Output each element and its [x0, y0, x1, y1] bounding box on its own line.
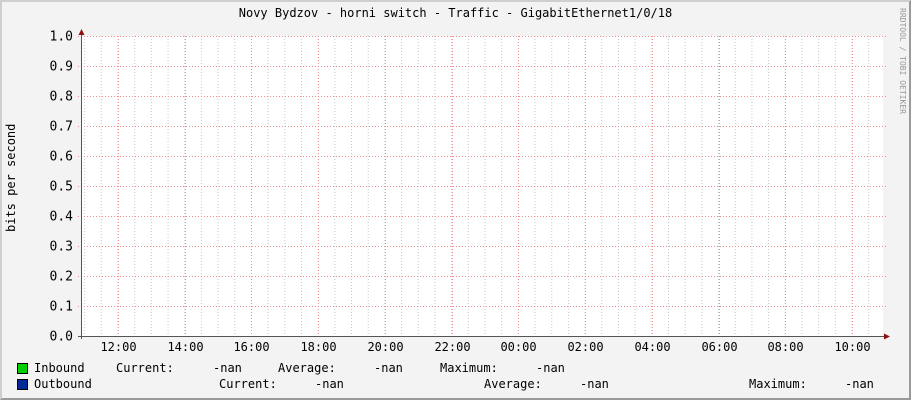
- rrdtool-credit: RRDTOOL / TOBI OETIKER: [898, 8, 907, 114]
- y-tick-label: 0.0: [50, 330, 73, 345]
- inbound-maximum-label: Maximum:: [440, 361, 498, 375]
- inbound-current-label: Current:: [116, 361, 174, 375]
- chart-title: Novy Bydzov - horni switch - Traffic - G…: [238, 6, 673, 20]
- y-tick-label: 0.8: [50, 90, 73, 105]
- y-tick-label: 0.9: [50, 60, 73, 75]
- inbound-average: -nan: [374, 361, 403, 375]
- outbound-current: -nan: [315, 377, 344, 391]
- outbound-maximum: -nan: [845, 377, 874, 391]
- x-tick-label: 14:00: [167, 340, 203, 354]
- y-tick-label: 0.1: [50, 300, 73, 315]
- y-tick-label: 0.3: [50, 240, 73, 255]
- plot-background: [81, 36, 883, 336]
- x-tick-label: 02:00: [567, 340, 603, 354]
- inbound-swatch: [17, 363, 28, 374]
- x-tick-label: 04:00: [634, 340, 670, 354]
- x-axis-arrow: [884, 333, 890, 340]
- y-tick-label: 0.6: [50, 150, 73, 165]
- inbound-label: Inbound: [34, 361, 85, 375]
- y-tick-label: 0.7: [50, 120, 73, 135]
- x-tick-label: 12:00: [100, 340, 136, 354]
- x-tick-label: 20:00: [367, 340, 403, 354]
- outbound-average-label: Average:: [484, 377, 542, 391]
- inbound-average-label: Average:: [278, 361, 336, 375]
- x-tick-label: 00:00: [500, 340, 536, 354]
- x-tick-label: 08:00: [767, 340, 803, 354]
- inbound-maximum: -nan: [536, 361, 565, 375]
- x-tick-label: 16:00: [233, 340, 269, 354]
- y-axis-arrow: [78, 29, 85, 35]
- x-tick-label: 22:00: [434, 340, 470, 354]
- x-tick-label: 06:00: [701, 340, 737, 354]
- outbound-label: Outbound: [34, 377, 92, 391]
- outbound-swatch: [17, 379, 28, 390]
- inbound-current: -nan: [213, 361, 242, 375]
- x-tick-label: 18:00: [300, 340, 336, 354]
- outbound-average: -nan: [580, 377, 609, 391]
- y-tick-label: 1.0: [50, 30, 73, 45]
- x-tick-label: 10:00: [834, 340, 870, 354]
- y-tick-label: 0.5: [50, 180, 73, 195]
- outbound-current-label: Current:: [219, 377, 277, 391]
- outbound-maximum-label: Maximum:: [749, 377, 807, 391]
- y-tick-label: 0.2: [50, 270, 73, 285]
- y-tick-label: 0.4: [50, 210, 74, 225]
